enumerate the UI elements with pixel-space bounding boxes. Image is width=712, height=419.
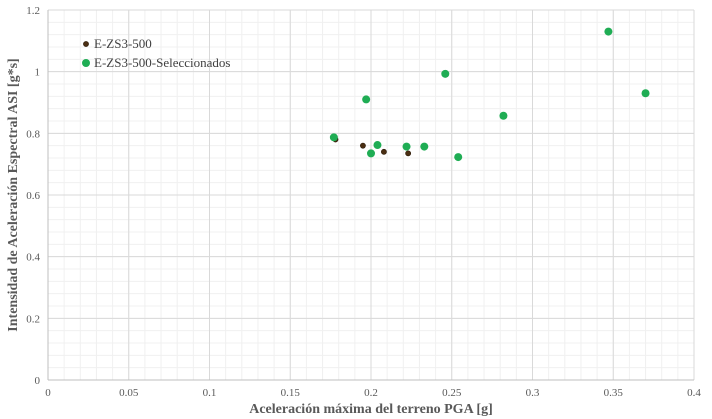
x-tick-label: 0.4 (687, 387, 701, 399)
y-tick-label: 0.4 (26, 252, 40, 264)
data-points (329, 27, 650, 162)
axes (47, 10, 694, 381)
tick-labels: 0 0.05 0.1 0.15 0.2 0.25 0.3 0.35 0.4 0 0.2 0.4 0.6 0… (26, 5, 701, 399)
x-tick-label: 0.15 (281, 387, 301, 399)
legend-label: E-ZS3-500 (94, 36, 152, 51)
legend-label: E-ZS3-500-Seleccionados (94, 55, 230, 70)
x-tick-label: 0.1 (203, 387, 217, 399)
data-point-seleccionados (454, 153, 463, 162)
y-tick-label: 0 (35, 375, 41, 387)
data-point-e-zs3-500 (405, 150, 412, 157)
legend-marker (83, 41, 89, 47)
data-point-seleccionados (329, 133, 338, 142)
data-point-seleccionados (362, 95, 371, 104)
y-tick-label: 1.2 (26, 5, 40, 17)
y-tick-label: 0.8 (26, 128, 40, 140)
data-point-seleccionados (499, 111, 508, 120)
x-tick-label: 0.05 (119, 387, 139, 399)
x-tick-label: 0.3 (526, 387, 540, 399)
y-axis-title: Intensidad de Aceleración Espectral ASI … (6, 58, 21, 331)
y-tick-label: 0.2 (26, 313, 40, 325)
data-point-seleccionados (420, 142, 429, 151)
data-point-seleccionados (641, 89, 650, 98)
x-axis-title: Aceleración máxima del terreno PGA [g] (249, 402, 493, 417)
x-tick-label: 0.2 (364, 387, 378, 399)
grid (47, 9, 695, 381)
legend-marker (82, 59, 90, 67)
data-point-seleccionados (402, 142, 411, 151)
y-tick-label: 1 (35, 67, 41, 79)
data-point-seleccionados (367, 149, 375, 158)
x-tick-label: 0 (45, 387, 51, 399)
y-tick-label: 0.6 (26, 190, 40, 202)
data-point-seleccionados (604, 27, 613, 36)
legend: E-ZS3-500 E-ZS3-500-Seleccionados (82, 36, 230, 70)
data-point-e-zs3-500 (381, 148, 387, 155)
data-point-seleccionados (441, 69, 450, 78)
data-point-e-zs3-500 (360, 142, 366, 149)
x-tick-label: 0.35 (604, 387, 624, 399)
x-tick-label: 0.25 (442, 387, 462, 399)
data-point-seleccionados (373, 141, 382, 150)
